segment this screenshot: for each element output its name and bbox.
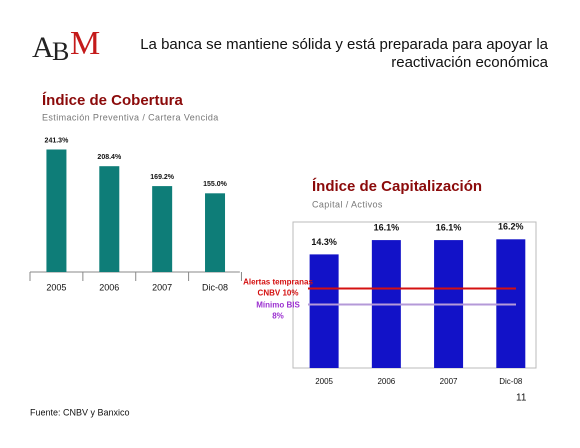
x-tick-label: 2006 bbox=[99, 282, 119, 292]
value-label: 241.3% bbox=[45, 137, 70, 144]
value-label: 169.2% bbox=[150, 174, 175, 181]
chart-subtitle: Estimación Preventiva / Cartera Vencida bbox=[42, 112, 219, 122]
bar bbox=[46, 149, 67, 272]
value-label: 16.1% bbox=[374, 222, 400, 232]
bar bbox=[205, 193, 226, 272]
value-label: 16.2% bbox=[498, 222, 524, 232]
source-note: Fuente: CNBV y Banxico bbox=[30, 407, 130, 417]
page-number: 11 bbox=[516, 393, 527, 404]
x-tick-label: 2005 bbox=[315, 377, 333, 386]
logo-letter: B bbox=[52, 37, 69, 66]
chart-title: Índice de Capitalización bbox=[312, 178, 482, 195]
slide-title: La banca se mantiene sólida y está prepa… bbox=[140, 36, 548, 53]
reference-label: Alertas tempranas bbox=[243, 278, 313, 287]
logo-letter: A bbox=[32, 31, 54, 64]
bar bbox=[99, 166, 120, 272]
logo-letter: M bbox=[70, 25, 100, 62]
x-tick-label: Dic-08 bbox=[499, 377, 523, 386]
x-tick-label: 2005 bbox=[46, 282, 66, 292]
value-label: 155.0% bbox=[203, 181, 228, 188]
slide-title: reactivación económica bbox=[391, 54, 548, 71]
reference-label: CNBV 10% bbox=[258, 289, 299, 298]
value-label: 208.4% bbox=[97, 154, 122, 161]
chart-title: Índice de Cobertura bbox=[42, 92, 184, 109]
x-tick-label: Dic-08 bbox=[202, 282, 228, 292]
x-tick-label: 2006 bbox=[377, 377, 395, 386]
reference-label: Mínimo BIS bbox=[256, 301, 300, 310]
reference-label: 8% bbox=[272, 312, 284, 321]
value-label: 16.1% bbox=[436, 222, 462, 232]
chart-subtitle: Capital / Activos bbox=[312, 199, 383, 209]
value-label: 14.3% bbox=[311, 237, 337, 247]
bar bbox=[152, 186, 173, 272]
bar bbox=[309, 254, 339, 368]
x-tick-label: 2007 bbox=[152, 282, 172, 292]
plot-frame bbox=[292, 221, 537, 369]
x-tick-label: 2007 bbox=[440, 377, 458, 386]
